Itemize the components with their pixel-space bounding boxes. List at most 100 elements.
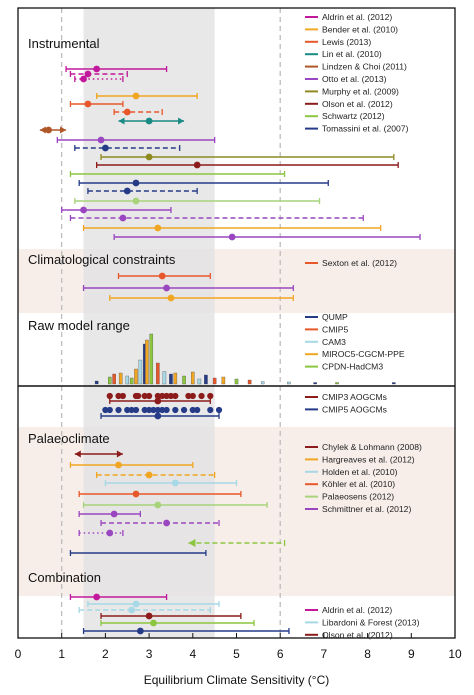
model-dot-1-13: [180, 406, 188, 414]
best-estimate-dot: [132, 490, 140, 498]
x-tick-label-10: 10: [448, 647, 462, 661]
legend-item-2-0: QUMP: [305, 312, 348, 322]
model-dot-0-2: [119, 392, 126, 400]
x-tick-label-9: 9: [408, 647, 415, 661]
histogram-bar-27: [392, 382, 396, 385]
legend-item-3-0: CMIP3 AOGCMs: [305, 392, 387, 402]
model-dot-0-0: [106, 392, 113, 400]
best-estimate-dot: [123, 187, 131, 195]
best-estimate-dot: [84, 70, 92, 78]
legend-label: Lewis (2013): [322, 37, 371, 47]
best-estimate-dot: [119, 214, 127, 222]
legend-item-5-2: Olson et al. (2012): [305, 630, 393, 640]
range-4-7: [100, 519, 220, 527]
range-0-14: [87, 187, 198, 195]
x-tick-label-2: 2: [102, 647, 109, 661]
model-dot-1-3: [124, 406, 131, 414]
histogram-bar-9: [145, 339, 149, 385]
best-estimate-dot: [145, 471, 153, 479]
best-estimate-dot: [158, 272, 166, 280]
legend-label: CPDN-HadCM3: [322, 362, 383, 372]
model-dot-1-2: [115, 406, 122, 414]
range-4-5: [82, 501, 268, 509]
best-estimate-dot: [132, 197, 140, 205]
model-dot-1-12: [172, 406, 179, 414]
legend-item-4-0: Chylek & Lohmann (2008): [305, 442, 422, 452]
model-dot-1-11: [163, 406, 170, 414]
model-dot-1-7: [146, 406, 153, 414]
legend-item-4-3: Köhler et al. (2010): [305, 479, 395, 489]
best-estimate-dot: [132, 92, 140, 100]
legend-label: Sexton et al. (2012): [322, 258, 397, 268]
best-estimate-dot: [110, 510, 118, 518]
x-tick-label-5: 5: [233, 647, 240, 661]
range-1-2: [109, 294, 294, 302]
range-0-3: [96, 92, 198, 100]
best-estimate-dot: [97, 136, 105, 144]
range-arrow-right: [116, 450, 123, 458]
range-arrow-left: [39, 126, 46, 134]
best-estimate-dot: [93, 65, 101, 73]
legend-item-1-0: Sexton et al. (2012): [305, 258, 397, 268]
histogram-bar-0: [94, 380, 99, 385]
legend-label: CMIP3 AOGCMs: [322, 392, 387, 402]
model-dot-0-5: [141, 392, 148, 400]
model-dot-0-13: [189, 392, 196, 400]
section-title-2: Raw model range: [28, 318, 130, 333]
histogram-bar-22: [247, 379, 252, 385]
legend-item-2-4: CPDN-HadCM3: [305, 362, 383, 372]
best-estimate-dot: [228, 233, 236, 241]
legend-label: QUMP: [322, 312, 348, 322]
legend-label: Köhler et al. (2010): [322, 479, 395, 489]
range-arrow-left: [74, 450, 81, 458]
histogram-bar-19: [212, 377, 217, 385]
best-estimate-dot: [145, 153, 153, 161]
best-estimate-dot: [163, 519, 170, 527]
range-0-10: [100, 153, 395, 161]
histogram-bar-2: [112, 373, 116, 385]
legend-label: CMIP5 AOGCMs: [322, 404, 387, 414]
legend-label: Libardoni & Forest (2013): [322, 617, 420, 627]
histogram-bar-23: [260, 381, 265, 385]
x-tick-label-7: 7: [321, 647, 328, 661]
model-dot-1-5: [132, 406, 140, 414]
best-estimate-dot: [93, 593, 101, 601]
range-0-12: [69, 171, 286, 177]
model-dot-1-8: [150, 406, 157, 414]
range-5-0: [69, 593, 168, 601]
range-3-0: [109, 397, 211, 405]
range-arrow-left: [118, 117, 125, 125]
best-estimate-dot: [136, 627, 144, 635]
range-0-7: [39, 126, 67, 134]
section-title-4: Palaeoclimate: [28, 431, 110, 446]
range-arrow-right: [178, 117, 185, 125]
range-5-5: [82, 627, 290, 635]
range-4-1: [69, 461, 194, 469]
legend-item-4-2: Holden et al. (2010): [305, 467, 398, 477]
range-4-8: [78, 529, 124, 537]
best-estimate-dot: [132, 600, 140, 608]
range-4-10: [69, 550, 207, 556]
histogram-bar-26: [335, 382, 339, 385]
section-title-5: Combination: [28, 570, 101, 585]
model-dot-1-16: [207, 406, 214, 414]
range-0-18: [82, 224, 382, 232]
range-4-3: [104, 479, 238, 487]
legend-label: Murphy et al. (2009): [322, 86, 399, 96]
best-estimate-dot: [102, 144, 109, 152]
model-dot-1-0: [102, 406, 109, 414]
range-0-9: [74, 144, 181, 152]
model-dot-0-6: [146, 392, 153, 400]
best-estimate-dot: [163, 284, 170, 292]
legend-item-2-2: CAM3: [305, 337, 346, 347]
range-5-4: [100, 619, 255, 627]
legend-label: Lindzen & Choi (2011): [322, 62, 407, 72]
range-0-13: [78, 179, 329, 187]
legend-item-0-8: Schwartz (2012): [305, 111, 385, 121]
best-estimate-dot: [154, 412, 162, 420]
model-dot-0-4: [135, 392, 142, 400]
histogram-bar-20: [221, 376, 226, 385]
histogram-bar-15: [182, 375, 186, 385]
legend-item-0-7: Olson et al. (2012): [305, 99, 393, 109]
histogram-bar-24: [287, 381, 291, 385]
